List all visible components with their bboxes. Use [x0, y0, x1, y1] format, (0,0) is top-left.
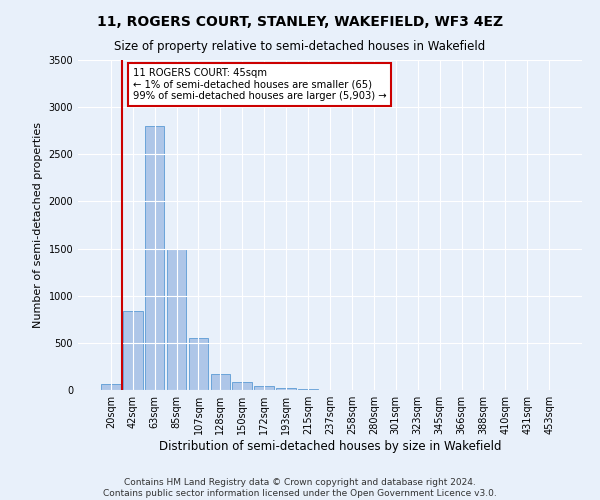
- Text: Size of property relative to semi-detached houses in Wakefield: Size of property relative to semi-detach…: [115, 40, 485, 53]
- Bar: [145, 126, 164, 390]
- Bar: [276, 388, 296, 390]
- Text: 11 ROGERS COURT: 45sqm
← 1% of semi-detached houses are smaller (65)
99% of semi: 11 ROGERS COURT: 45sqm ← 1% of semi-deta…: [133, 68, 386, 100]
- Y-axis label: Number of semi-detached properties: Number of semi-detached properties: [33, 122, 43, 328]
- Bar: [211, 374, 230, 390]
- Bar: [101, 384, 121, 390]
- Bar: [188, 338, 208, 390]
- Bar: [298, 389, 318, 390]
- Text: Contains HM Land Registry data © Crown copyright and database right 2024.
Contai: Contains HM Land Registry data © Crown c…: [103, 478, 497, 498]
- X-axis label: Distribution of semi-detached houses by size in Wakefield: Distribution of semi-detached houses by …: [159, 440, 501, 453]
- Bar: [123, 311, 143, 390]
- Bar: [232, 382, 252, 390]
- Bar: [254, 386, 274, 390]
- Text: 11, ROGERS COURT, STANLEY, WAKEFIELD, WF3 4EZ: 11, ROGERS COURT, STANLEY, WAKEFIELD, WF…: [97, 15, 503, 29]
- Bar: [167, 248, 187, 390]
